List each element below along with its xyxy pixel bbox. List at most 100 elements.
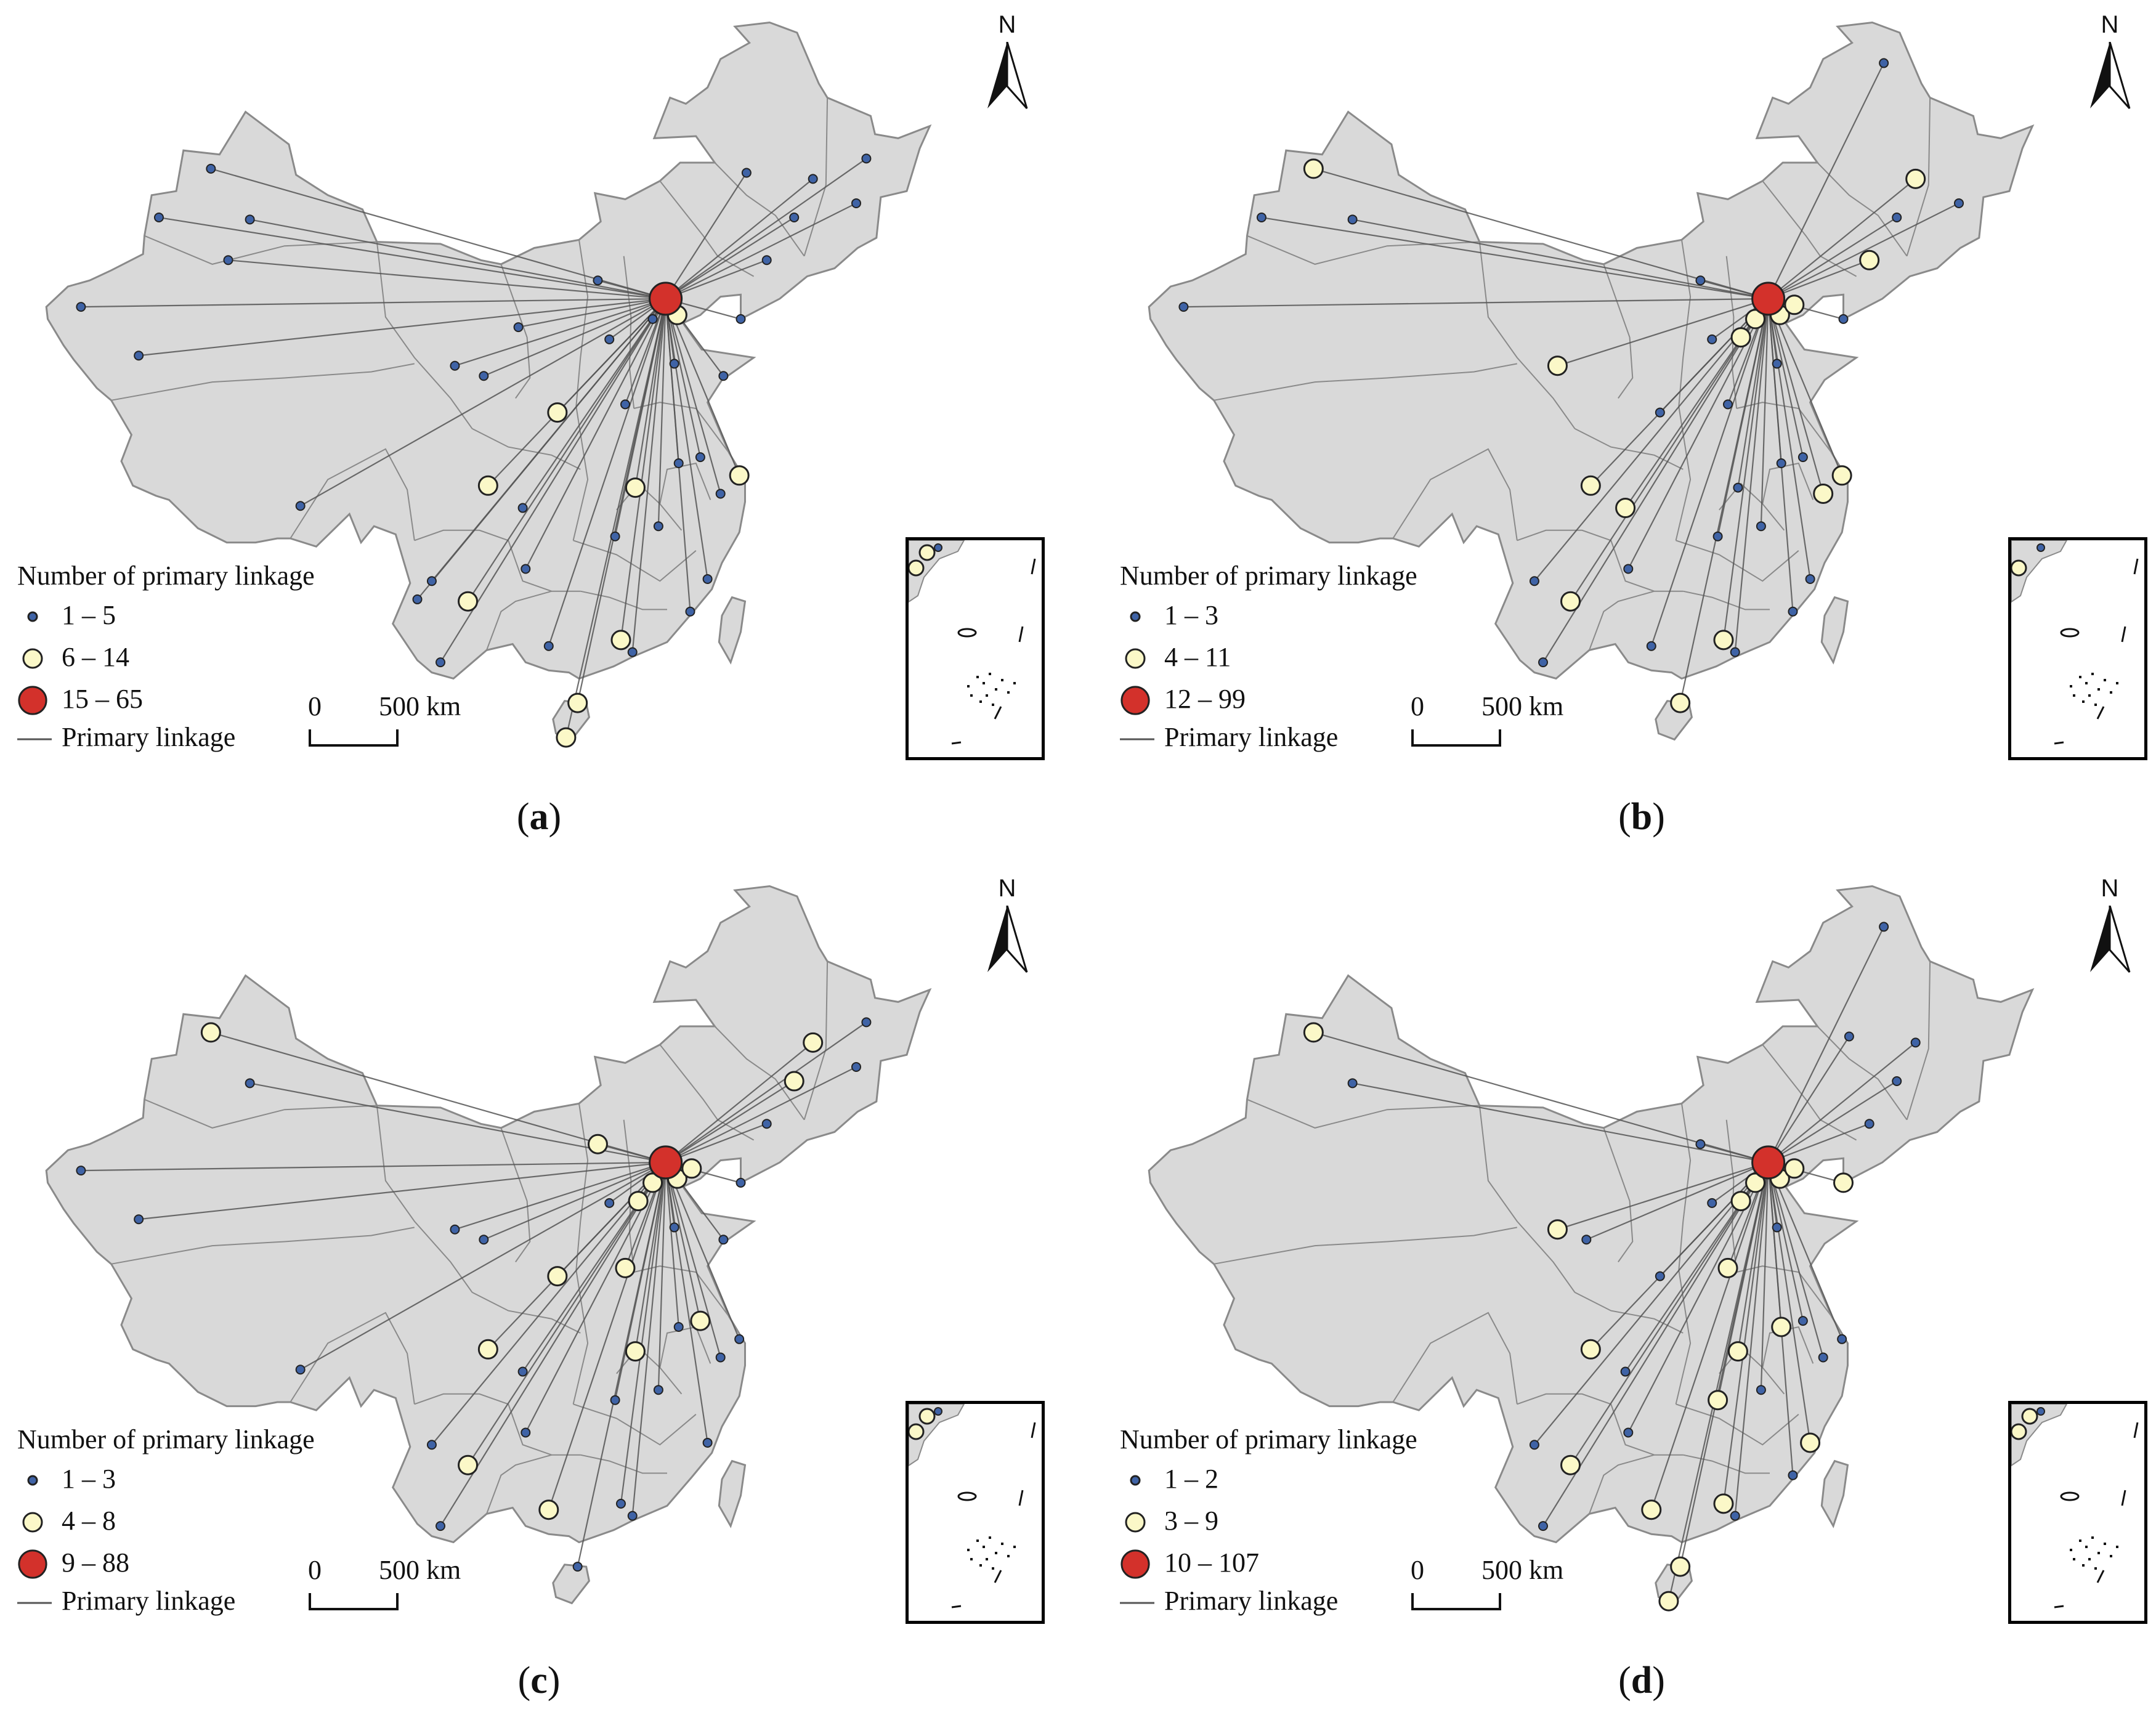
primary-linkage-line: [665, 1066, 857, 1163]
province-boundary: [1589, 1454, 1655, 1514]
city-node-small: [1538, 1521, 1548, 1531]
city-node-small: [521, 564, 531, 574]
panel-caption: (d): [1103, 1658, 2156, 1703]
city-node-medium: [803, 1032, 824, 1053]
city-node-small: [610, 1395, 620, 1405]
city-node-small: [1529, 576, 1539, 586]
primary-linkage-line: [139, 1161, 666, 1220]
primary-linkage-line: [518, 298, 666, 328]
city-node-small: [1730, 1511, 1740, 1521]
legend-item-small: 1 – 5: [17, 599, 362, 633]
city-node-small: [517, 1366, 528, 1377]
city-node-small: [1910, 1037, 1921, 1048]
city-node-small: [761, 1119, 772, 1129]
city-node-large: [1751, 1145, 1786, 1180]
caption-letter: a: [529, 796, 549, 838]
city-node-medium: [1813, 483, 1834, 504]
primary-linkage-line: [1767, 298, 1824, 494]
city-node-medium: [1713, 630, 1734, 651]
south-china-sea-inset: [906, 1401, 1045, 1624]
city-node-medium: [538, 1499, 559, 1520]
province-boundary: [1247, 235, 1480, 265]
province-boundary: [1906, 961, 1931, 1120]
primary-linkage-line: [1767, 298, 1794, 612]
city-node-small: [1776, 458, 1786, 468]
scale-bar: 0 500 km: [296, 689, 461, 763]
legend-item-medium: 4 – 8: [17, 1504, 362, 1539]
primary-linkage-line: [1767, 298, 1843, 476]
city-node-small: [572, 1562, 583, 1572]
legend-symbol-medium: [1125, 648, 1146, 669]
province-boundary: [1478, 1105, 1576, 1293]
province-boundary: [633, 402, 730, 454]
legend-item-linkage: Primary linkage: [1120, 1584, 1465, 1619]
city-node-small: [1529, 1440, 1539, 1450]
primary-linkage-line: [1557, 298, 1769, 367]
primary-linkage-line: [1767, 1162, 1804, 1321]
panel-caption: (a): [0, 795, 1078, 839]
primary-linkage-line: [1313, 1031, 1769, 1163]
city-node-medium: [628, 1191, 649, 1212]
primary-linkage-line: [665, 178, 814, 299]
city-node-small: [1695, 275, 1706, 286]
province-boundary: [616, 1346, 683, 1395]
south-china-sea-inset: [2008, 537, 2147, 760]
primary-linkage-line: [1734, 298, 1769, 652]
primary-linkage-line: [631, 1162, 667, 1516]
city-node-medium: [1713, 1493, 1734, 1514]
province-boundary: [572, 406, 589, 541]
city-node-medium: [729, 465, 750, 486]
city-node-medium: [1745, 1172, 1766, 1193]
province-boundary: [111, 1227, 415, 1265]
city-node-small: [1730, 647, 1740, 657]
city-node-small: [1818, 1352, 1828, 1363]
city-node-small: [1844, 1031, 1854, 1042]
city-node-small: [702, 1437, 713, 1448]
city-node-small: [1620, 1366, 1631, 1377]
province-boundary: [575, 240, 589, 407]
city-node-small: [736, 314, 746, 324]
city-node-medium: [1670, 692, 1691, 713]
primary-linkage-line: [665, 217, 795, 299]
legend-label-small: 1 – 3: [62, 1464, 116, 1494]
city-node-medium: [458, 1454, 479, 1475]
scale-bar-line: [1411, 1593, 1501, 1610]
city-node-small: [610, 531, 620, 542]
primary-linkage-line: [657, 298, 667, 527]
city-node-medium: [587, 1134, 608, 1154]
city-node-small: [593, 275, 603, 286]
primary-linkage-line: [1352, 219, 1769, 299]
legend: Number of primary linkage 1 – 3 4 – 11 12 –…: [1120, 561, 1465, 770]
map-panel-c: N Number of primary linkage 1 – 3 4 – 8 9 – …: [0, 864, 1078, 1727]
city-node-small: [604, 334, 615, 344]
city-node-small: [1838, 314, 1849, 324]
north-arrow-icon: [2090, 42, 2131, 109]
primary-linkage-line: [614, 298, 667, 537]
north-label: N: [998, 875, 1016, 902]
primary-linkage-line: [1768, 1081, 1897, 1163]
legend-item-small: 1 – 3: [17, 1462, 362, 1497]
north-arrow-icon: [987, 42, 1028, 109]
taiwan-landmass: [1820, 1459, 1849, 1528]
city-node-small: [206, 163, 216, 174]
primary-linkage-line: [1767, 926, 1885, 1163]
province-boundary: [472, 1292, 581, 1334]
city-node-small: [1892, 213, 1902, 223]
city-node-small: [851, 1061, 861, 1072]
city-node-small: [1756, 521, 1766, 532]
city-node-small: [1797, 452, 1808, 463]
city-node-small: [1788, 1470, 1798, 1480]
legend-item-large: 15 – 65: [17, 683, 362, 717]
primary-linkage-line: [211, 168, 666, 299]
primary-linkage-line: [665, 1081, 795, 1163]
city-node-medium: [1303, 1022, 1324, 1043]
inset-map: [2011, 540, 2139, 745]
primary-linkage-line: [548, 298, 667, 647]
caption-open: (: [1618, 796, 1631, 838]
primary-linkage-line: [228, 259, 666, 300]
primary-linkage-line: [1767, 178, 1916, 299]
primary-linkage-line: [548, 1162, 667, 1511]
scale-distance-label: 500 km: [1481, 691, 1564, 721]
primary-linkage-line: [665, 1162, 721, 1358]
primary-linkage-line: [416, 298, 667, 600]
